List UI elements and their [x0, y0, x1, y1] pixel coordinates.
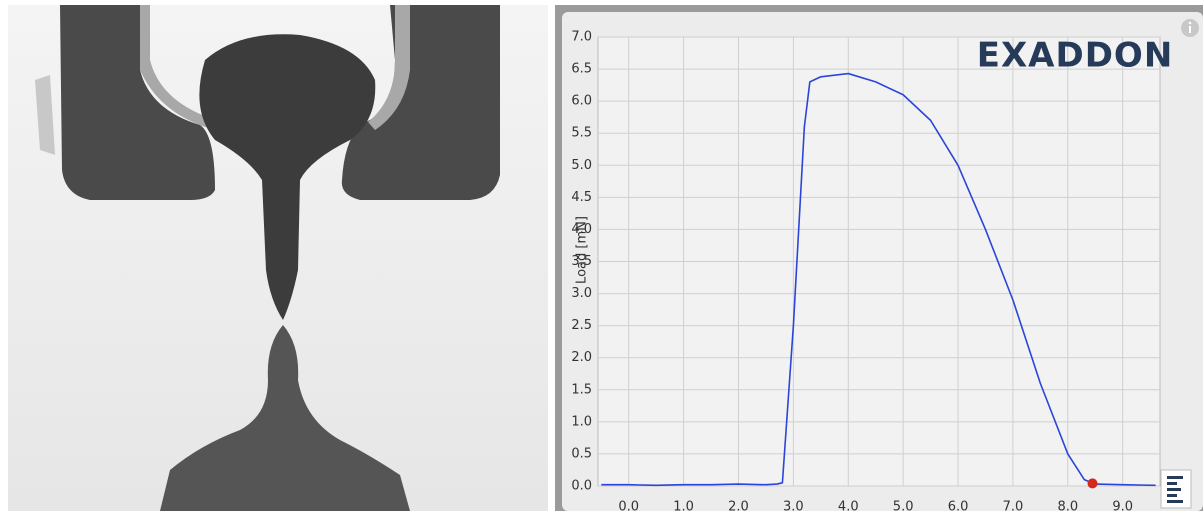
y-tick-label: 0.5	[571, 446, 592, 461]
y-tick-label: 3.5	[571, 254, 592, 269]
x-tick-label: 6.0	[948, 500, 969, 511]
y-tick-label: 7.0	[571, 30, 592, 45]
plot: 0.0 0.5 1.0 1.5 2.0 2.5 3.0 3.5 4.0 4.5 5.0 5.5 6.0 6…	[571, 30, 1161, 511]
corner-logo	[1160, 469, 1192, 509]
y-tick-label: 1.5	[571, 382, 592, 397]
x-tick-label: 0.0	[618, 500, 639, 511]
info-icon[interactable]	[1181, 19, 1199, 37]
x-tick-label: 1.0	[673, 500, 694, 511]
y-tick-label: 4.5	[571, 190, 592, 205]
x-tick-label: 8.0	[1057, 500, 1078, 511]
y-axis-label: Load [mN]	[575, 216, 590, 284]
y-tick-label: 0.0	[571, 479, 592, 494]
x-tick-label: 5.0	[893, 500, 914, 511]
load-line	[601, 72, 1156, 487]
y-tick-label: 3.0	[571, 286, 592, 301]
y-tick-label: 6.5	[571, 62, 592, 77]
y-tick-label: 1.0	[571, 414, 592, 429]
y-tick-label: 2.5	[571, 318, 592, 333]
current-point	[1087, 478, 1098, 489]
x-tick-label: 4.0	[838, 500, 859, 511]
microscope-image	[8, 5, 548, 511]
y-tick-label: 5.5	[571, 126, 592, 141]
logo: EXADDON	[977, 36, 1174, 76]
y-tick-label: 2.0	[571, 350, 592, 365]
y-tick-label: 5.0	[571, 158, 592, 173]
x-tick-label: 9.0	[1112, 500, 1133, 511]
y-tick-label: 4.0	[571, 222, 592, 237]
x-tick-label: 2.0	[728, 500, 749, 511]
x-tick-label: 7.0	[1003, 500, 1024, 511]
y-tick-label: 6.0	[571, 94, 592, 109]
x-tick-label: 3.0	[783, 500, 804, 511]
